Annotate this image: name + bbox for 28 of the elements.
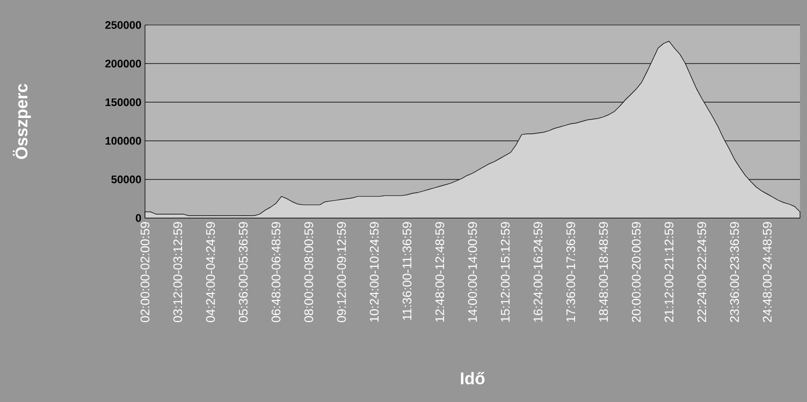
y-tick-label: 250000 (105, 21, 142, 29)
x-tick-label: 14:00:00-14:00:59 (468, 222, 477, 322)
y-axis-title: Összperc (12, 84, 31, 159)
x-tick-label: 09:12:00-09:12:59 (337, 222, 346, 322)
x-tick-label: 12:48:00-12:48:59 (435, 222, 444, 322)
x-tick-label: 20:00:00-20:00:59 (632, 222, 641, 322)
y-tick-label: 100000 (106, 136, 142, 145)
x-tick-label: 04:24:00-04:24:59 (206, 222, 215, 322)
y-tick-label: 150000 (106, 98, 142, 106)
x-tick-label: 23:36:00-23:36:59 (730, 222, 739, 322)
x-tick-label: 08:00:00-08:00:59 (304, 222, 314, 322)
x-tick-label: 17:36:00-17:36:59 (566, 222, 576, 322)
x-tick-label: 22:24:00-22:24:59 (697, 222, 706, 322)
x-tick-label: 10:24:00-10:24:59 (370, 222, 379, 322)
x-tick-label: 11:36:00-11:36:59 (402, 222, 412, 320)
y-tick-label: 50000 (111, 176, 142, 184)
x-axis-title: Idő (460, 372, 485, 384)
x-tick-label: 02:00:00-02:00:59 (140, 222, 150, 322)
y-tick-label: 200000 (105, 60, 142, 68)
x-tick-label: 18:48:00-18:48:59 (599, 222, 608, 322)
x-tick-label: 24:48:00-24:48:59 (762, 222, 772, 322)
x-tick-label: 21:12:00-21:12:59 (664, 222, 674, 322)
x-tick-label: 06:48:00-06:48:59 (272, 222, 280, 322)
x-tick-label: 03:12:00-03:12:59 (173, 222, 182, 322)
x-tick-label: 16:24:00-16:24:59 (534, 222, 542, 322)
x-tick-label: 15:12:00-15:12:59 (500, 222, 510, 322)
x-tick-label: 05:36:00-05:36:59 (238, 222, 248, 322)
y-tick-label: 0 (136, 214, 142, 222)
